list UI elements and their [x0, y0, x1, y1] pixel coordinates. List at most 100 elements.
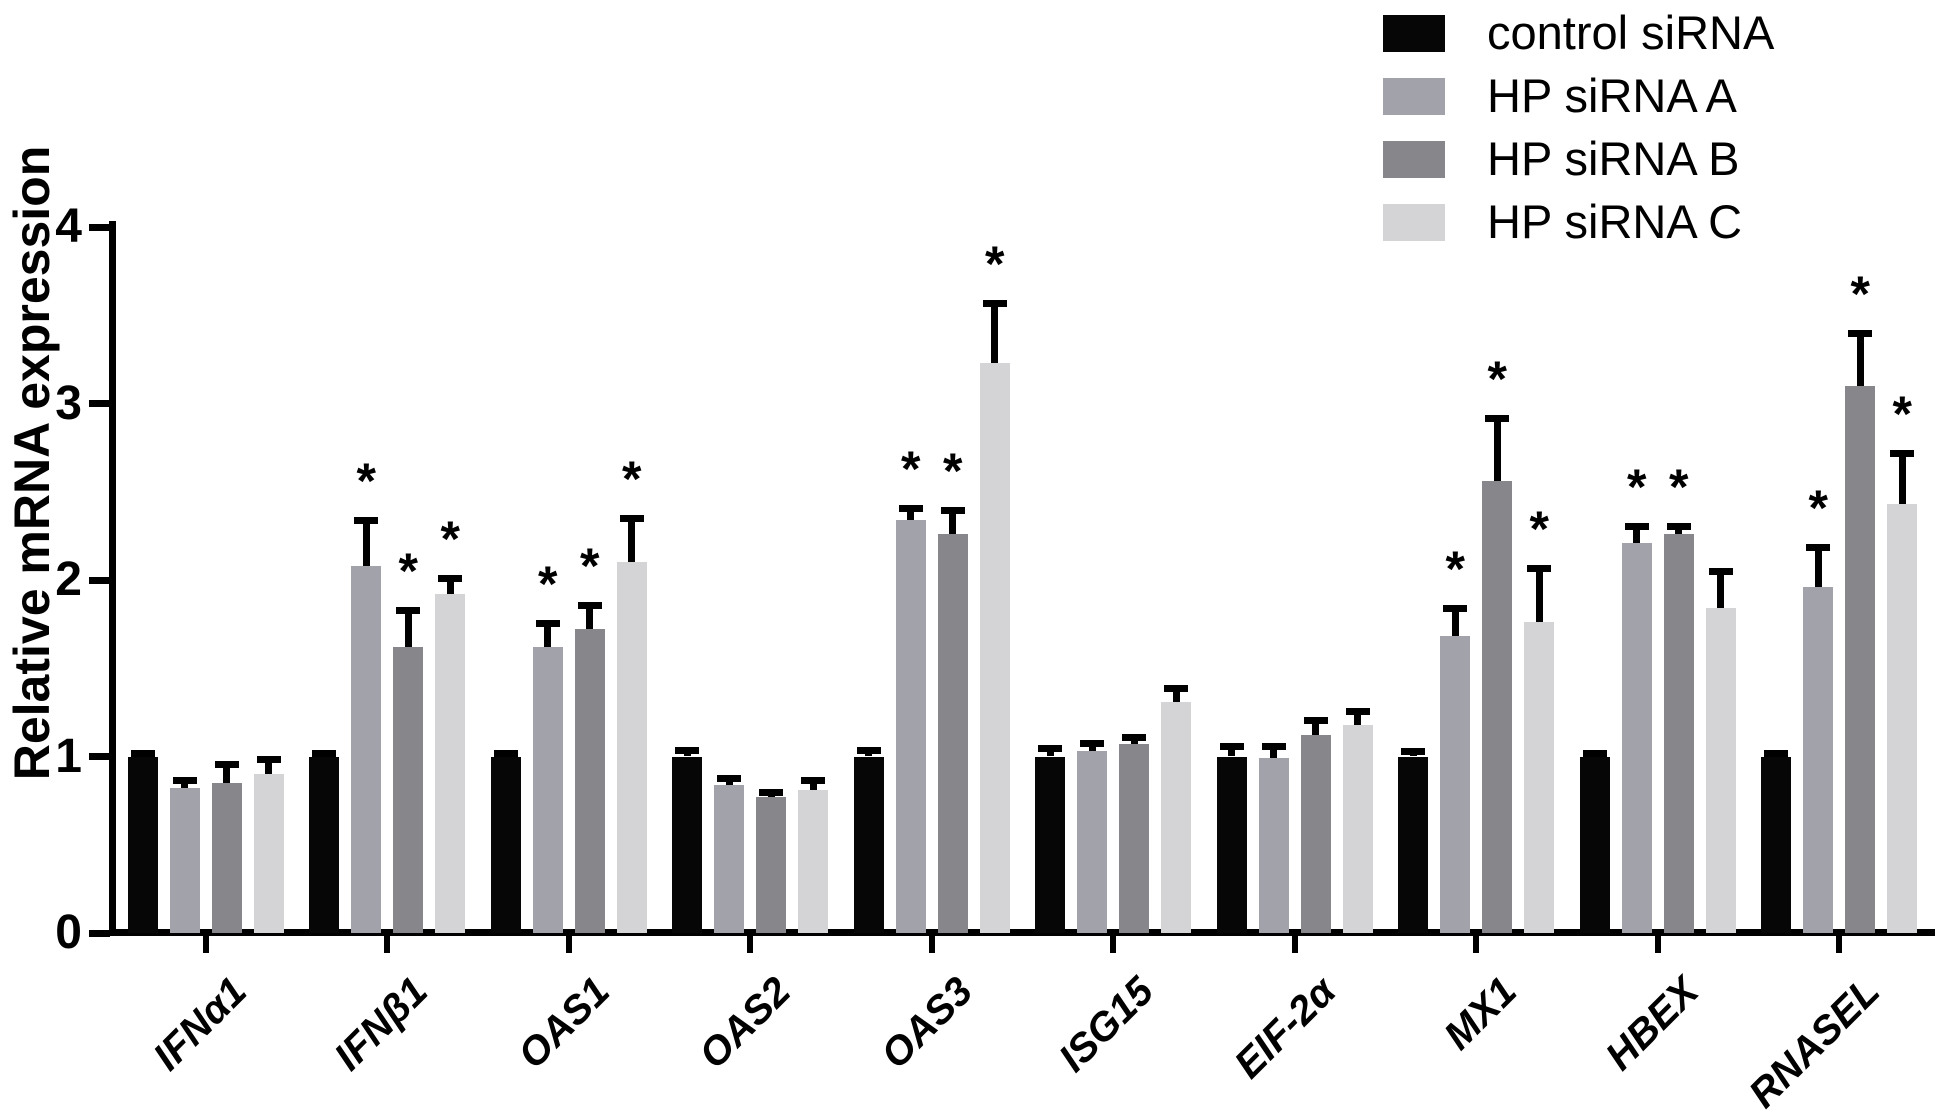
- legend-item: control siRNA: [1383, 8, 1774, 58]
- error-bar-stem: [1354, 708, 1362, 725]
- bar-IFNα1-HP-siRNA-A: [169, 788, 200, 933]
- error-bar-stem: [1814, 544, 1822, 588]
- error-bar-cap: [940, 506, 965, 514]
- error-bar-cap: [1345, 707, 1370, 715]
- bar-ISG15-HP-siRNA-B: [1119, 744, 1150, 933]
- error-bar-stem: [1451, 606, 1459, 637]
- error-bar-cap: [577, 601, 602, 609]
- y-axis-tick: [89, 400, 110, 407]
- significance-asterisk: *: [1627, 458, 1647, 515]
- error-bar-cap: [354, 517, 379, 525]
- bar-OAS2-HP-siRNA-A: [714, 784, 745, 933]
- legend-item: HP siRNA C: [1383, 197, 1742, 247]
- bar-OAS3-HP-siRNA-A: [895, 519, 926, 933]
- error-bar-cap: [982, 300, 1007, 308]
- bar-EIF-2α-HP-siRNA-B: [1300, 735, 1331, 933]
- x-axis-tick: [384, 936, 391, 953]
- error-bar-cap: [898, 504, 923, 512]
- bar-MX1-HP-siRNA-B: [1482, 481, 1513, 933]
- error-bar-cap: [214, 760, 239, 768]
- x-axis-tick: [1654, 936, 1661, 953]
- x-axis-tick: [1836, 936, 1843, 953]
- error-bar-stem: [1717, 569, 1725, 609]
- bar-RNASEL-control-siRNA: [1761, 756, 1792, 933]
- error-bar-stem: [907, 505, 915, 520]
- legend-label: HP siRNA C: [1487, 195, 1743, 248]
- error-bar-stem: [586, 602, 594, 630]
- legend-item: HP siRNA B: [1383, 134, 1740, 184]
- error-bar-cap: [1219, 743, 1244, 751]
- significance-asterisk: *: [398, 543, 418, 600]
- error-bar-stem: [544, 620, 552, 648]
- significance-asterisk: *: [901, 440, 921, 497]
- bar-HBEX-HP-siRNA-A: [1621, 542, 1652, 933]
- error-bar-cap: [535, 619, 560, 627]
- significance-asterisk: *: [622, 451, 642, 508]
- y-tick-label: 2: [55, 553, 82, 606]
- significance-asterisk: *: [1892, 386, 1912, 443]
- error-bar-cap: [1080, 739, 1105, 747]
- bar-OAS3-HP-siRNA-C: [979, 362, 1010, 933]
- error-bar-stem: [1898, 451, 1906, 505]
- bar-OAS1-HP-siRNA-A: [532, 647, 563, 933]
- error-bar-cap: [1303, 716, 1328, 724]
- error-bar-cap: [1890, 450, 1915, 458]
- error-bar-cap: [1708, 568, 1733, 576]
- error-bar-cap: [1122, 734, 1147, 742]
- bar-MX1-HP-siRNA-C: [1524, 622, 1555, 933]
- significance-asterisk: *: [1850, 266, 1870, 323]
- error-bar-cap: [1401, 748, 1426, 756]
- error-bar-cap: [1485, 414, 1510, 422]
- y-tick-label: 0: [55, 906, 82, 959]
- significance-asterisk: *: [580, 537, 600, 594]
- significance-asterisk: *: [356, 453, 376, 510]
- error-bar-cap: [801, 776, 826, 784]
- bar-HBEX-control-siRNA: [1579, 756, 1610, 933]
- y-tick-label: 1: [55, 729, 82, 783]
- legend-label: control siRNA: [1487, 6, 1775, 59]
- error-bar-cap: [312, 750, 337, 758]
- x-category-label: IFNα1: [144, 969, 255, 1079]
- error-bar-stem: [1270, 744, 1278, 759]
- error-bar-cap: [493, 750, 518, 758]
- error-bar-cap: [130, 750, 155, 758]
- bar-OAS3-HP-siRNA-B: [937, 534, 968, 933]
- error-bar-stem: [949, 507, 957, 535]
- error-bar-cap: [438, 575, 463, 583]
- bar-MX1-HP-siRNA-A: [1440, 636, 1471, 933]
- x-axis-tick: [928, 936, 935, 953]
- y-tick-label: 3: [55, 376, 82, 430]
- significance-asterisk: *: [538, 555, 558, 612]
- error-bar-cap: [1806, 543, 1831, 551]
- bar-OAS1-HP-siRNA-C: [616, 562, 647, 933]
- bar-RNASEL-HP-siRNA-B: [1845, 385, 1876, 933]
- y-axis-tick: [89, 753, 110, 760]
- error-bar-cap: [1848, 330, 1873, 338]
- error-bar-stem: [404, 608, 412, 648]
- error-bar-stem: [1493, 415, 1501, 482]
- error-bar-stem: [1535, 565, 1543, 623]
- x-axis-line: [109, 929, 1935, 936]
- error-bar-stem: [1312, 717, 1320, 736]
- error-bar-cap: [396, 607, 421, 615]
- error-bar-stem: [223, 761, 231, 783]
- bar-MX1-control-siRNA: [1398, 756, 1429, 933]
- error-bar-stem: [1172, 685, 1180, 702]
- x-axis-tick: [1291, 936, 1298, 953]
- y-axis-tick: [89, 929, 110, 937]
- significance-asterisk: *: [985, 236, 1005, 293]
- bar-IFNα1-HP-siRNA-C: [253, 774, 284, 933]
- bar-HBEX-HP-siRNA-B: [1663, 534, 1694, 933]
- bar-OAS2-HP-siRNA-C: [798, 790, 829, 933]
- x-axis-tick: [747, 936, 754, 953]
- error-bar-stem: [1856, 331, 1864, 386]
- error-bar-stem: [446, 576, 454, 595]
- error-bar-cap: [1261, 743, 1286, 751]
- bar-HBEX-HP-siRNA-C: [1705, 608, 1736, 933]
- error-bar-stem: [628, 516, 636, 563]
- error-bar-stem: [991, 301, 999, 363]
- error-bar-cap: [1038, 744, 1063, 752]
- bar-IFNα1-control-siRNA: [127, 756, 158, 933]
- error-bar-cap: [1443, 605, 1468, 613]
